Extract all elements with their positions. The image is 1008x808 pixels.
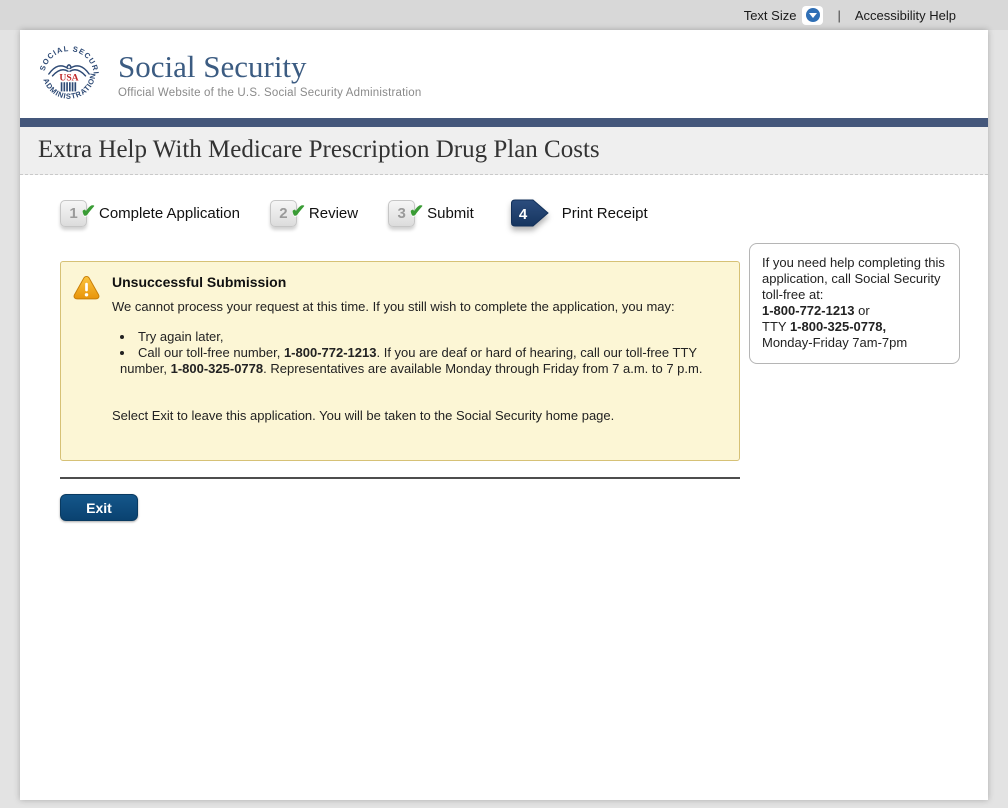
help-tty-number: 1-800-325-0778, [789,319,887,334]
progress-steps: 1 ✔ Complete Application 2 ✔ Review 3 ✔ … [60,199,988,227]
page-title-bar: Extra Help With Medicare Prescription Dr… [20,127,988,175]
alert-title: Unsuccessful Submission [112,274,287,290]
phone-number: 1-800-772-1213 [283,345,377,360]
step-label: Print Receipt [561,204,648,222]
svg-text:4: 4 [519,206,528,223]
step-label: Submit [427,204,474,222]
checkmark-icon: ✔ [290,200,306,221]
step-4-badge: 4 [510,199,549,227]
unsuccessful-submission-alert: Unsuccessful Submission We cannot proces… [60,261,740,461]
list-item: Call our toll-free number, 1-800-772-121… [120,345,723,377]
step-print-receipt: 4 Print Receipt [510,199,648,227]
utility-separator: | [837,7,841,23]
warning-icon [73,275,100,300]
checkmark-icon: ✔ [80,200,96,221]
step-label: Complete Application [99,204,240,222]
tty-phone-number: 1-800-325-0778 [170,361,264,376]
alert-footer: Select Exit to leave this application. Y… [112,408,615,423]
step-review: 2 ✔ Review [269,199,359,227]
action-divider [60,477,740,479]
step-label: Review [308,204,359,222]
text-size-link[interactable]: Text Size [743,7,797,23]
accessibility-help-link[interactable]: Accessibility Help [854,7,956,23]
alert-intro: We cannot process your request at this t… [112,299,675,314]
step-2-badge: 2 [269,199,297,227]
main-column: Unsuccessful Submission We cannot proces… [60,243,740,521]
exit-button[interactable]: Exit [60,494,138,521]
step-complete-application: 1 ✔ Complete Application [60,199,240,227]
text-size-dropdown-icon[interactable] [802,5,824,25]
page-container: SOCIAL SECURITY ADMINISTRATION USA Socia… [20,30,988,800]
svg-text:USA: USA [59,72,78,83]
page-title: Extra Help With Medicare Prescription Dr… [38,136,600,163]
help-phone-number: 1-800-772-1213 [762,303,855,318]
list-item: Try again later, [120,329,723,345]
site-header: SOCIAL SECURITY ADMINISTRATION USA Socia… [20,30,988,118]
site-title: Social Security [118,48,307,84]
step-submit: 3 ✔ Submit [388,199,474,227]
help-schedule: Monday-Friday 7am-7pm [762,335,908,350]
step-3-badge: 3 [388,199,416,227]
site-tagline: Official Website of the U.S. Social Secu… [118,86,422,99]
content-row: Unsuccessful Submission We cannot proces… [20,243,988,521]
step-1-badge: 1 [60,199,87,227]
help-box: If you need help completing this applica… [749,243,960,364]
checkmark-icon: ✔ [409,200,425,221]
utility-bar: Text Size | Accessibility Help [0,0,1008,30]
ssa-seal-logo[interactable]: SOCIAL SECURITY ADMINISTRATION USA [36,41,102,107]
header-divider-bar [20,118,988,127]
help-intro: If you need help completing this applica… [762,255,945,302]
alert-options-list: Try again later, Call our toll-free numb… [120,329,723,377]
